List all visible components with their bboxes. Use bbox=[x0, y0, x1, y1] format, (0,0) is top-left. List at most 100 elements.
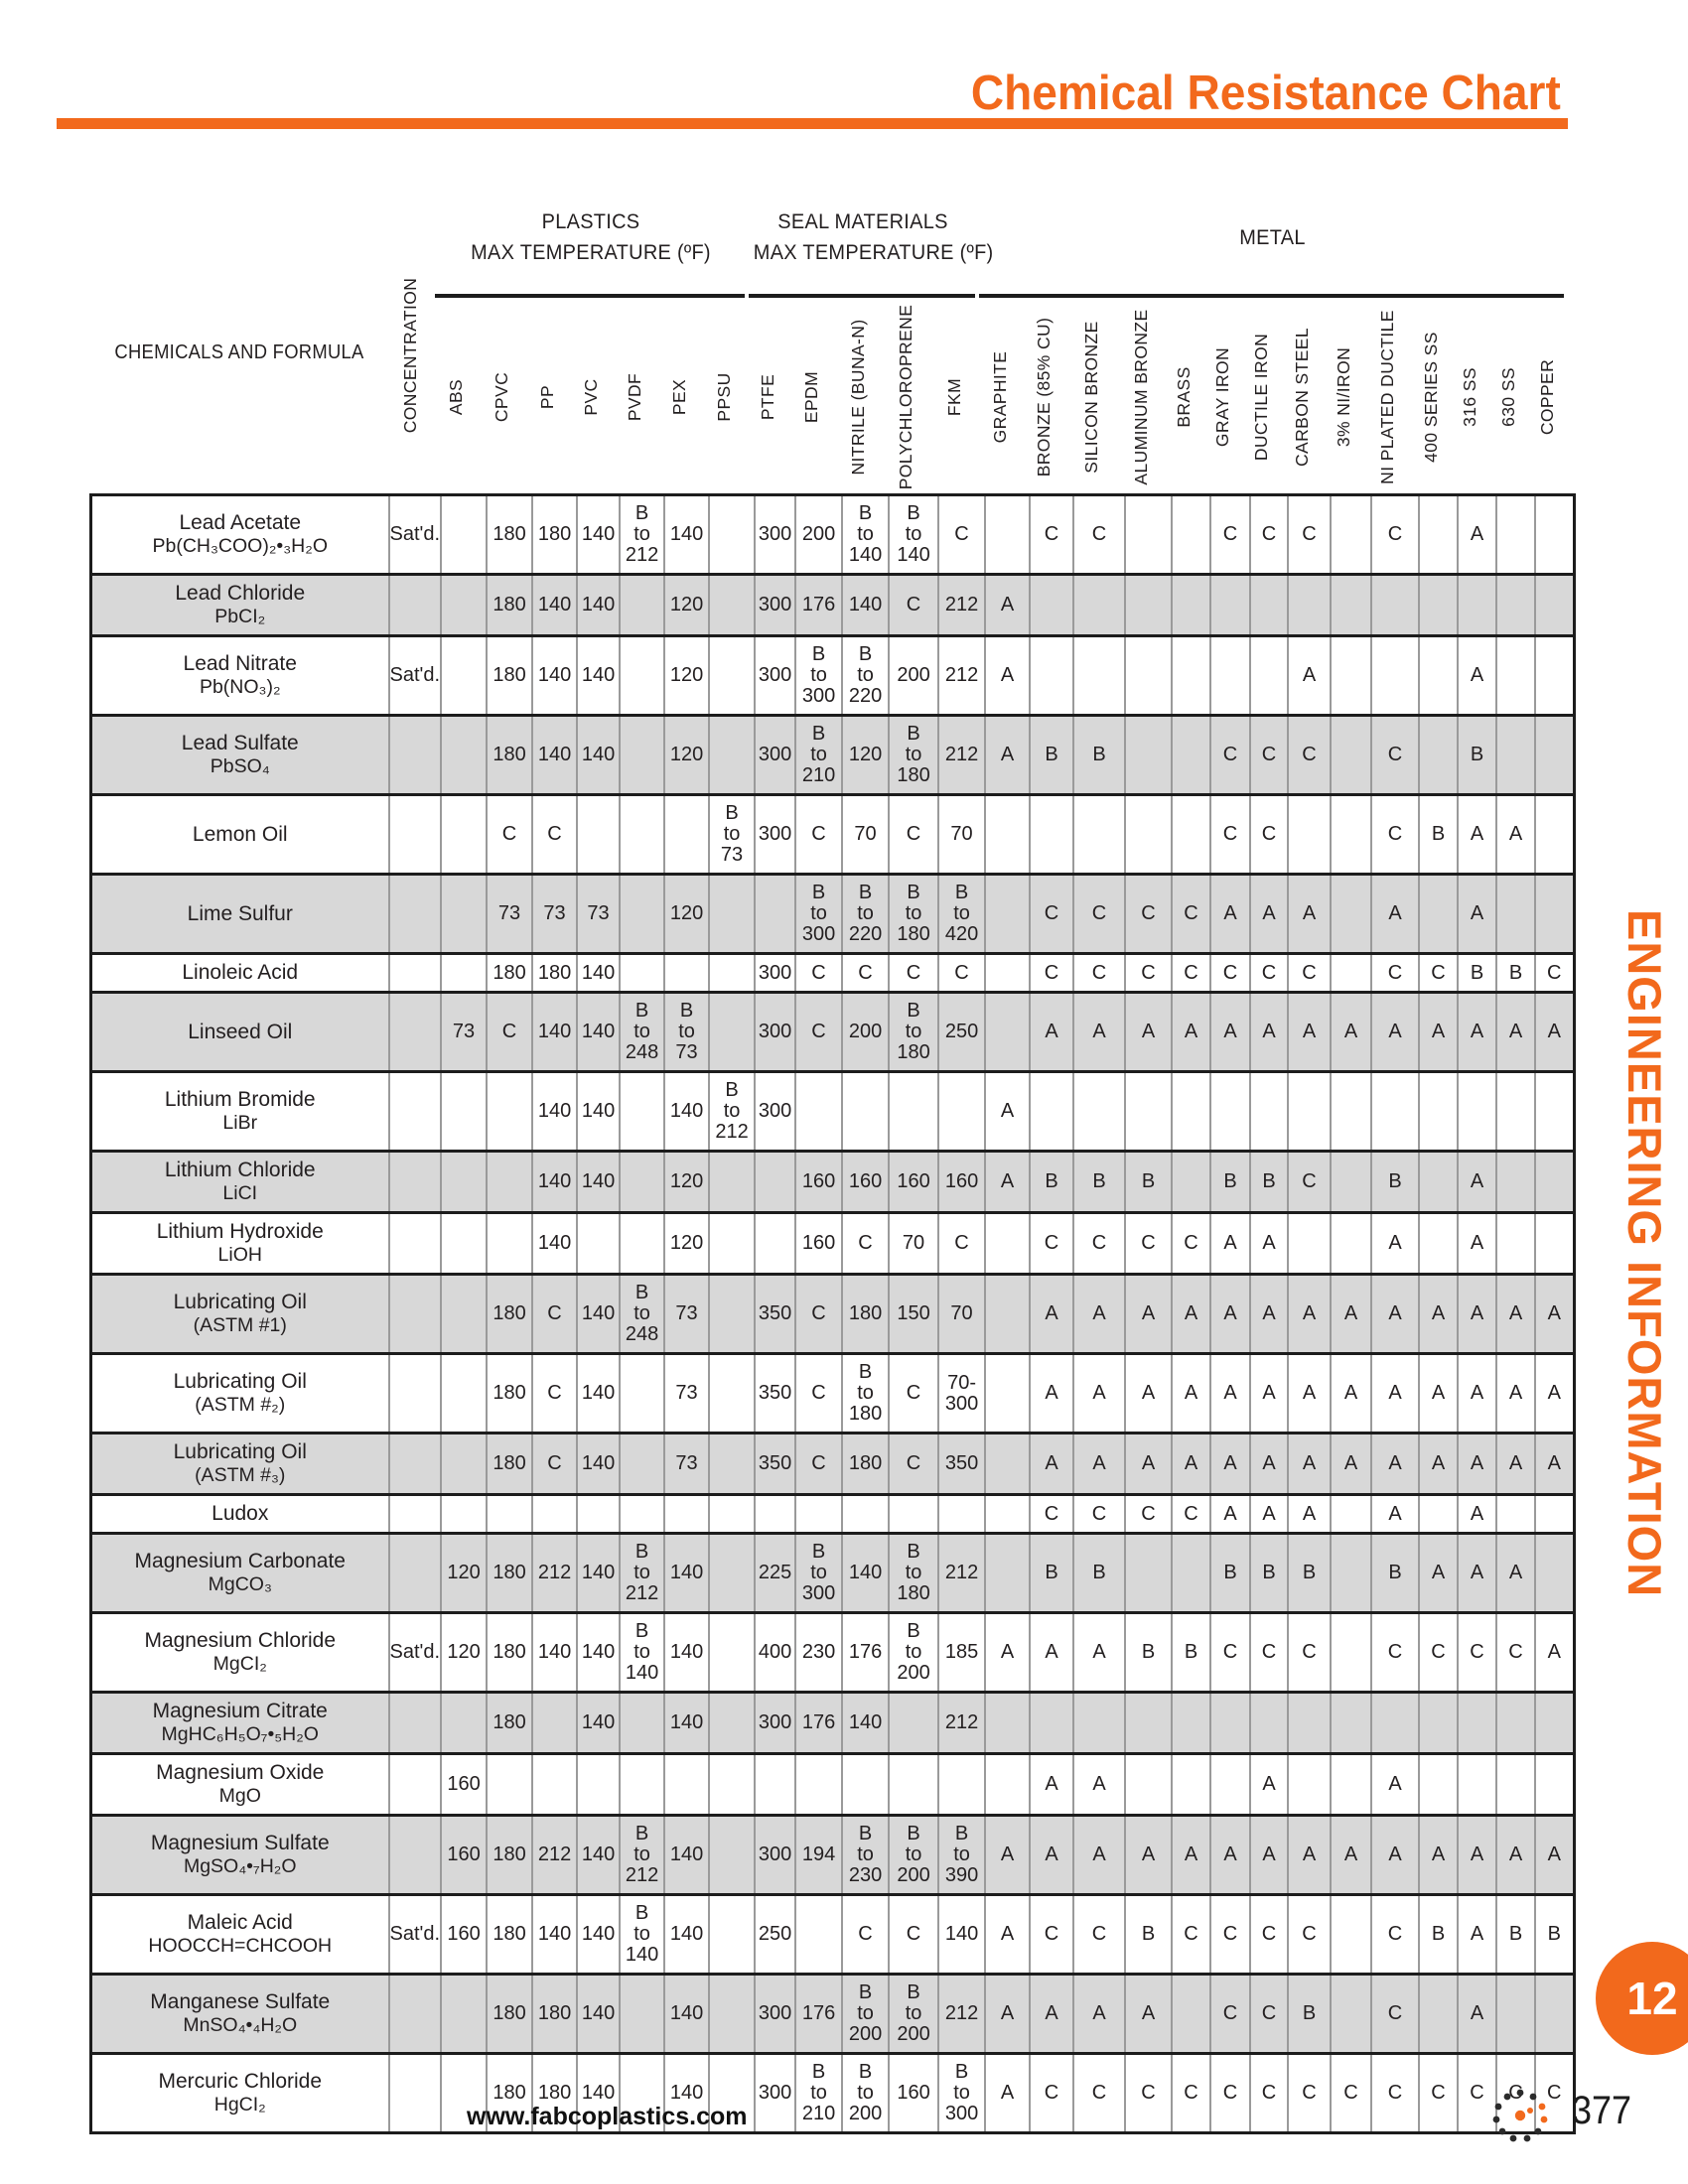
rating-cell: A bbox=[1171, 1432, 1212, 1496]
rating-cell: 212 bbox=[531, 1814, 579, 1896]
rating-cell: 350 bbox=[937, 1432, 987, 1496]
rating-cell: A bbox=[984, 714, 1032, 796]
rating-cell bbox=[841, 1752, 891, 1817]
rating-cell bbox=[440, 793, 489, 876]
chemical-formula: MgCI₂ bbox=[212, 1653, 267, 1675]
rating-cell: 180 bbox=[486, 1432, 534, 1496]
table-row: Lubricating Oil (ASTM #₃) 180 C 140 73 350 C 180… bbox=[89, 1432, 1576, 1496]
rating-cell bbox=[387, 1150, 443, 1214]
rating-cell: C bbox=[1418, 1611, 1460, 1694]
chemical-name: Lime Sulfur bbox=[187, 901, 293, 925]
column-header: PP bbox=[536, 384, 557, 410]
rating-cell bbox=[1330, 793, 1373, 876]
rating-cell: A bbox=[1495, 991, 1537, 1073]
rating-cell bbox=[1534, 634, 1576, 717]
chemical-formula: Pb(NO₃)₂ bbox=[199, 676, 281, 698]
rating-cell: 212 bbox=[937, 1532, 987, 1614]
rating-cell: 225 bbox=[754, 1532, 797, 1614]
rating-cell: C bbox=[1209, 493, 1252, 576]
chemical-name: Lithium Chloride bbox=[164, 1159, 316, 1181]
chemical-name: Lead Nitrate bbox=[183, 652, 297, 675]
rating-cell: 212 bbox=[937, 1691, 987, 1755]
rating-cell: B to 212 bbox=[708, 1070, 757, 1153]
column-header: DUCTILE IRON bbox=[1251, 333, 1271, 462]
rating-cell: 180 bbox=[531, 1973, 579, 2055]
rating-cell bbox=[440, 573, 489, 637]
rating-cell: 73 bbox=[576, 873, 622, 955]
rating-cell bbox=[1124, 573, 1174, 637]
rating-cell: A bbox=[1249, 1493, 1290, 1535]
rating-cell: C bbox=[841, 952, 891, 994]
rating-cell: 300 bbox=[754, 1814, 797, 1896]
rating-cell: 140 bbox=[663, 493, 711, 576]
rating-cell bbox=[619, 1752, 666, 1817]
rating-cell: A bbox=[1418, 1814, 1460, 1896]
rating-cell bbox=[1029, 1070, 1075, 1153]
rating-cell bbox=[1287, 1070, 1333, 1153]
rating-cell: A bbox=[1457, 991, 1498, 1073]
rating-cell bbox=[619, 1211, 666, 1276]
rating-cell: 70 bbox=[841, 793, 891, 876]
rating-cell bbox=[1287, 1752, 1333, 1817]
rating-cell: 300 bbox=[754, 573, 797, 637]
rating-cell: 140 bbox=[841, 1532, 891, 1614]
rating-cell bbox=[440, 2052, 489, 2134]
rating-cell: A bbox=[1249, 1211, 1290, 1276]
rating-cell: C bbox=[888, 793, 940, 876]
rating-cell: A bbox=[1495, 1814, 1537, 1896]
rating-cell bbox=[1209, 1752, 1252, 1817]
rating-cell bbox=[440, 1070, 489, 1153]
rating-cell: C bbox=[794, 1273, 844, 1355]
rating-cell bbox=[1495, 873, 1537, 955]
chemical-formula: (ASTM #1) bbox=[193, 1314, 287, 1336]
rating-cell: A bbox=[1029, 1752, 1075, 1817]
chemical-name-cell: Lead Nitrate Pb(NO₃)₂ bbox=[89, 634, 390, 717]
rating-cell bbox=[937, 1493, 987, 1535]
rating-cell: A bbox=[1072, 1352, 1127, 1434]
rating-cell bbox=[1418, 873, 1460, 955]
rating-cell: A bbox=[1209, 1814, 1252, 1896]
rating-cell: C bbox=[1209, 952, 1252, 994]
rating-cell: C bbox=[888, 1893, 940, 1976]
rating-cell: C bbox=[1287, 952, 1333, 994]
rating-cell bbox=[1370, 634, 1421, 717]
rating-cell bbox=[1029, 1691, 1075, 1755]
chemical-formula: (ASTM #₃) bbox=[195, 1464, 286, 1486]
rating-cell bbox=[708, 634, 757, 717]
chemical-formula: (ASTM #₂) bbox=[195, 1394, 286, 1416]
rating-cell: B bbox=[1418, 793, 1460, 876]
rating-cell: A bbox=[1124, 1973, 1174, 2055]
rating-cell: C bbox=[1072, 1493, 1127, 1535]
rating-cell: 300 bbox=[754, 1973, 797, 2055]
rating-cell bbox=[1171, 1532, 1212, 1614]
column-header: 630 SS bbox=[1497, 367, 1518, 427]
rating-cell: B bbox=[1249, 1532, 1290, 1614]
rating-cell: B to 212 bbox=[619, 1814, 666, 1896]
rating-cell: 140 bbox=[576, 1070, 622, 1153]
rating-cell: B to 212 bbox=[619, 1532, 666, 1614]
rating-cell: 176 bbox=[794, 1691, 844, 1755]
rating-cell: A bbox=[1124, 991, 1174, 1073]
rating-cell: 140 bbox=[663, 1070, 711, 1153]
chemical-name-cell: Ludox bbox=[89, 1493, 390, 1535]
rating-cell: B to 210 bbox=[794, 714, 844, 796]
rating-cell: 120 bbox=[663, 1150, 711, 1214]
rating-cell: B bbox=[1370, 1150, 1421, 1214]
rating-cell bbox=[663, 1493, 711, 1535]
title-accent-bar bbox=[57, 118, 1568, 129]
rating-cell bbox=[619, 1352, 666, 1434]
chemical-formula: MgSO₄•₇H₂O bbox=[183, 1855, 297, 1877]
rating-cell bbox=[794, 1893, 844, 1976]
chemical-name: Maleic Acid bbox=[187, 1911, 293, 1934]
rating-cell: A bbox=[1370, 1493, 1421, 1535]
rating-cell: A bbox=[1209, 991, 1252, 1073]
chemical-name-cell: Lemon Oil bbox=[89, 793, 390, 876]
rating-cell: B to 140 bbox=[888, 493, 940, 576]
rating-cell: 120 bbox=[663, 634, 711, 717]
rating-cell: C bbox=[1124, 2052, 1174, 2134]
rating-cell: 160 bbox=[794, 1211, 844, 1276]
chemical-name-cell: Lithium Chloride LiCI bbox=[89, 1150, 390, 1214]
column-header: EPDM bbox=[800, 370, 821, 424]
rating-cell: B to 180 bbox=[888, 714, 940, 796]
rating-cell: B bbox=[1457, 714, 1498, 796]
